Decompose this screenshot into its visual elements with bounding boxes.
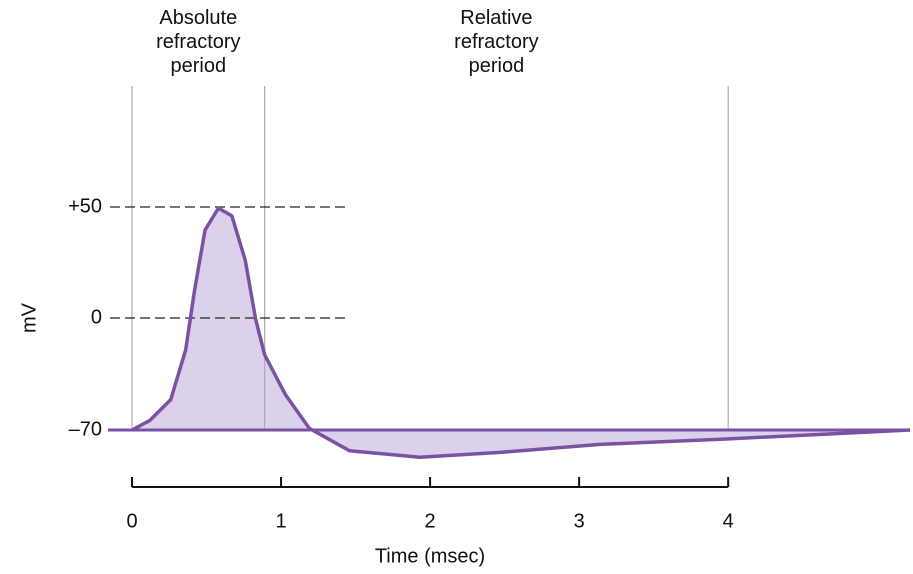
y-axis-label: mV — [18, 302, 40, 333]
y-tick-label: –70 — [69, 418, 102, 440]
y-tick-label: +50 — [68, 195, 102, 217]
x-tick-label: 2 — [425, 510, 436, 532]
line — [131, 206, 911, 459]
x-tick-label: 1 — [275, 510, 286, 532]
area — [132, 208, 910, 458]
y-tick-label: 0 — [91, 306, 102, 328]
annotation: Relative refractory period — [454, 7, 539, 77]
x-axis-label: Time (msec) — [375, 545, 485, 567]
x-tick-label: 0 — [126, 510, 137, 532]
x-tick-label: 4 — [723, 510, 734, 532]
annotation: Absolute refractory period — [156, 7, 241, 77]
x-tick-label: 3 — [574, 510, 585, 532]
